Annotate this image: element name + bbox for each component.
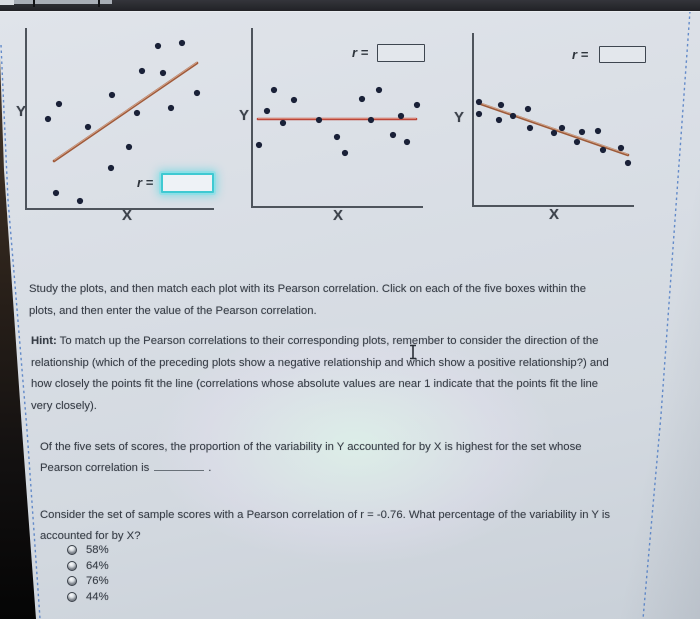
plot-zero (251, 28, 423, 208)
fill-in-period: . (208, 462, 212, 474)
instructions-line: Study the plots, and then match each plo… (29, 283, 586, 295)
radio-button-64[interactable] (67, 560, 77, 571)
plot3-r-input[interactable] (599, 46, 646, 63)
radio-button-44[interactable] (67, 591, 77, 602)
instructions-line: plots, and then enter the value of the P… (29, 305, 317, 317)
chrome-fragment (0, 0, 112, 4)
hint-line: Hint: To match up the Pearson correlatio… (31, 331, 609, 353)
plot1-x-axis-label: X (122, 207, 133, 224)
plot3-r-label: r = (572, 47, 589, 62)
mc-options: 58% 64% 76% 44% (67, 542, 109, 605)
mc-question-line: accounted for by X? (40, 530, 141, 542)
option-label: 76% (86, 575, 109, 588)
option-row-44[interactable]: 44% (67, 589, 109, 605)
chrome-fragment-chip (0, 0, 14, 5)
option-row-58[interactable]: 58% (67, 542, 109, 558)
hint-line: how closely the points fit the line (cor… (31, 378, 599, 390)
answer-blank (154, 459, 205, 471)
plot2-r-label: r = (352, 45, 369, 60)
option-label: 44% (86, 590, 109, 603)
fill-in-text: Pearson correlation is (40, 462, 150, 474)
selection-marquee-right (642, 10, 691, 619)
hint-line: relationship (which of the preceding plo… (31, 356, 609, 369)
plot1-y-axis-label: Y (16, 103, 27, 120)
hint-paragraph: Hint: To match up the Pearson correlatio… (31, 331, 609, 417)
hint-line: very closely). (31, 399, 97, 412)
fill-in-line: Of the five sets of scores, the proporti… (40, 441, 582, 453)
plot-negative-strong (472, 33, 634, 207)
option-row-76[interactable]: 76% (67, 573, 109, 589)
plot2-x-axis-label: X (333, 207, 344, 224)
fill-in-line: Pearson correlation is. (40, 458, 582, 479)
plot2-y-axis-label: Y (239, 107, 250, 124)
browser-chrome-edge (0, 0, 700, 12)
tab-divider-mark (33, 0, 35, 7)
instructions-paragraph: Study the plots, and then match each plo… (29, 278, 586, 322)
option-label: 58% (86, 543, 109, 556)
plot3-y-axis-label: Y (454, 109, 465, 126)
option-label: 64% (86, 559, 109, 572)
hint-line-rest: To match up the Pearson correlations to … (56, 335, 599, 347)
radio-button-58[interactable] (67, 544, 77, 555)
tab-divider-mark (98, 0, 100, 7)
option-row-64[interactable]: 64% (67, 558, 109, 574)
plot1-r-label: r = (137, 175, 154, 190)
hint-label: Hint: (31, 335, 57, 347)
plot1-r-input[interactable] (161, 173, 214, 193)
mc-question-line: Consider the set of sample scores with a… (40, 509, 611, 521)
text-cursor-icon (410, 344, 416, 360)
radio-button-76[interactable] (67, 576, 77, 587)
fill-in-question: Of the five sets of scores, the proporti… (40, 437, 582, 479)
plot2-r-input[interactable] (377, 44, 425, 62)
mc-question: Consider the set of sample scores with a… (40, 505, 610, 547)
plot3-x-axis-label: X (549, 206, 560, 223)
